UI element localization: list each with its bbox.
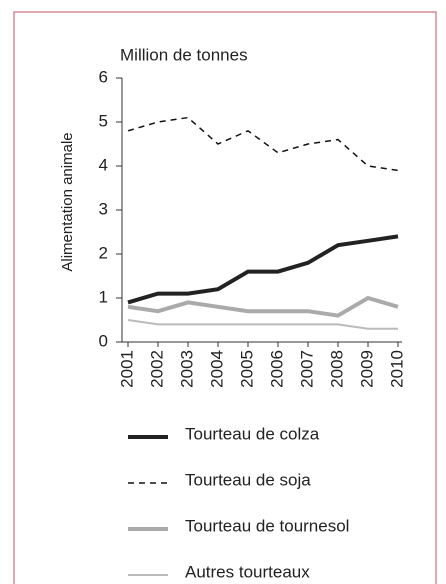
x-tick-label: 2005 bbox=[237, 350, 256, 388]
y-tick-label: 0 bbox=[99, 331, 108, 350]
series-line bbox=[127, 116, 399, 172]
x-tick-label: 2010 bbox=[387, 350, 406, 388]
legend-label: Tourteau de soja bbox=[185, 470, 311, 489]
x-tick-label: 2009 bbox=[357, 350, 376, 388]
x-tick-label: 2001 bbox=[117, 350, 136, 388]
x-tick-label: 2008 bbox=[327, 350, 346, 388]
y-tick-label: 5 bbox=[99, 111, 108, 130]
series-line bbox=[127, 295, 399, 318]
y-tick-label: 4 bbox=[99, 155, 108, 174]
x-tick-label: 2006 bbox=[267, 350, 286, 388]
legend-label: Tourteau de colza bbox=[185, 424, 320, 443]
x-tick-label: 2007 bbox=[297, 350, 316, 388]
legend-label: Autres tourteaux bbox=[185, 562, 310, 581]
y-tick-label: 6 bbox=[99, 67, 108, 86]
x-tick-label: 2004 bbox=[207, 350, 226, 388]
y-tick-label: 1 bbox=[99, 287, 108, 306]
series-line bbox=[127, 234, 399, 305]
x-tick-label: 2003 bbox=[177, 350, 196, 388]
y-axis-label: Alimentation animale bbox=[59, 132, 76, 271]
y-tick-label: 3 bbox=[99, 199, 108, 218]
chart-title: Million de tonnes bbox=[120, 45, 248, 64]
series-line bbox=[127, 319, 398, 330]
y-tick-label: 2 bbox=[99, 243, 108, 262]
legend-label: Tourteau de tournesol bbox=[185, 516, 349, 535]
x-tick-label: 2002 bbox=[147, 350, 166, 388]
frame bbox=[13, 11, 437, 584]
